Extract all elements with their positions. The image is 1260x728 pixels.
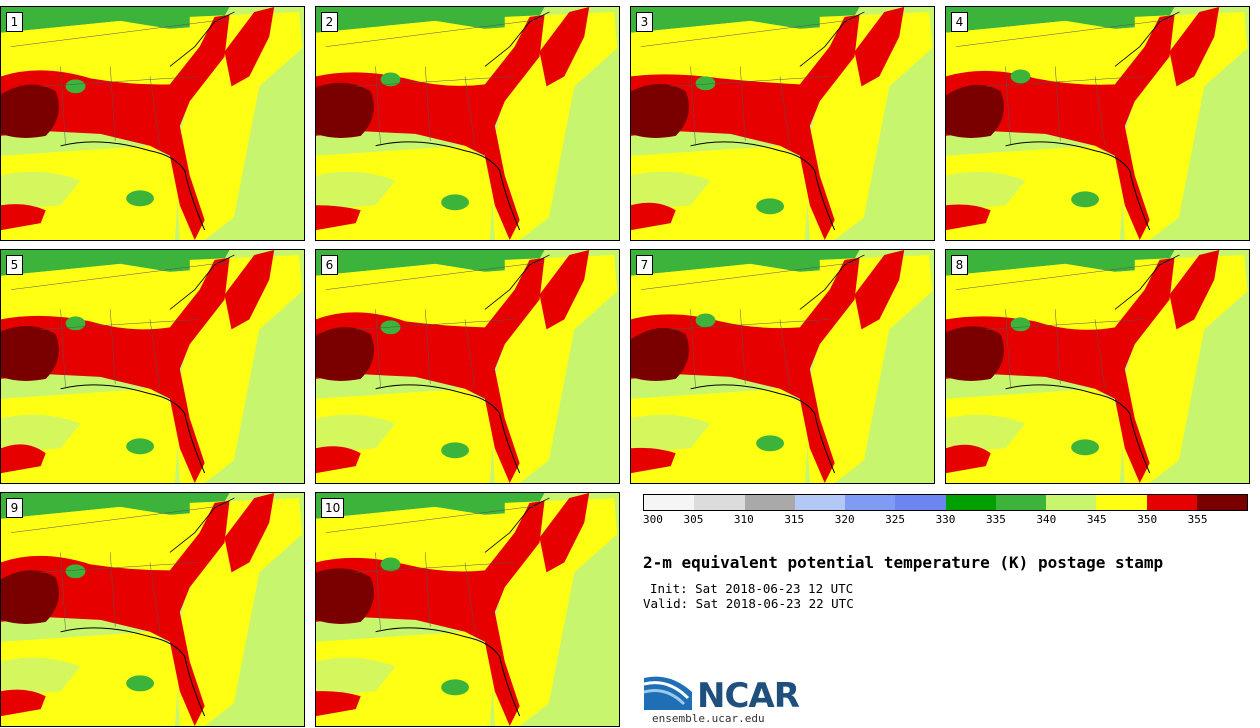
map-panel: 4 (945, 6, 1250, 241)
colorbar-tick-label: 315 (784, 513, 805, 526)
colorbar-segment (1096, 495, 1147, 510)
map-panel: 9 (0, 492, 305, 727)
ncar-logo-icon (643, 676, 692, 710)
panel-number: 2 (321, 12, 338, 32)
colorbar-segment (895, 495, 946, 510)
colorbar-segment (744, 495, 795, 510)
panel-number: 1 (6, 12, 23, 32)
map-panel: 8 (945, 249, 1250, 484)
colorbar-tick-label: 345 (1086, 513, 1107, 526)
panel-number: 5 (6, 255, 23, 275)
logo-text: NCAR (697, 676, 800, 716)
colorbar-segment (1196, 495, 1247, 510)
panel-number: 3 (636, 12, 653, 32)
map-panel: 1 (0, 6, 305, 241)
colorbar-segment (1146, 495, 1197, 510)
colorbar-tick-label: 350 (1137, 513, 1158, 526)
panel-number: 10 (321, 498, 345, 518)
colorbar-tick-label: 340 (1036, 513, 1057, 526)
panel-number: 8 (951, 255, 968, 275)
panel-number: 7 (636, 255, 653, 275)
colorbar-tick-label: 320 (834, 513, 855, 526)
map-panel: 6 (315, 249, 620, 484)
colorbar (643, 494, 1248, 511)
colorbar-tick-label: 325 (885, 513, 906, 526)
colorbar-segment (644, 495, 695, 510)
colorbar-ticks: 300 305 310 315 320 325 330 335 340 345 350 355 (643, 513, 1248, 527)
panel-number: 9 (6, 498, 23, 518)
logo-url: ensemble.ucar.edu (652, 712, 765, 725)
map-panel: 10 (315, 492, 620, 727)
colorbar-segment (794, 495, 845, 510)
colorbar-segment (995, 495, 1046, 510)
colorbar-segment (945, 495, 996, 510)
panel-number: 4 (951, 12, 968, 32)
colorbar-segment (694, 495, 745, 510)
init-time: Init: Sat 2018-06-23 12 UTC (650, 581, 854, 596)
map-panel: 7 (630, 249, 935, 484)
map-panel: 2 (315, 6, 620, 241)
map-panel: 3 (630, 6, 935, 241)
colorbar-segment (1046, 495, 1097, 510)
chart-title: 2-m equivalent potential temperature (K)… (643, 553, 1164, 572)
panel-number: 6 (321, 255, 338, 275)
colorbar-tick-label: 300 (643, 513, 663, 526)
colorbar-tick-label: 305 (683, 513, 704, 526)
valid-time: Valid: Sat 2018-06-23 22 UTC (643, 596, 854, 611)
colorbar-tick-label: 355 (1187, 513, 1208, 526)
colorbar-tick-label: 330 (935, 513, 956, 526)
colorbar-segment (845, 495, 896, 510)
map-panel: 5 (0, 249, 305, 484)
colorbar-tick-label: 310 (733, 513, 754, 526)
colorbar-tick-label: 335 (985, 513, 1006, 526)
